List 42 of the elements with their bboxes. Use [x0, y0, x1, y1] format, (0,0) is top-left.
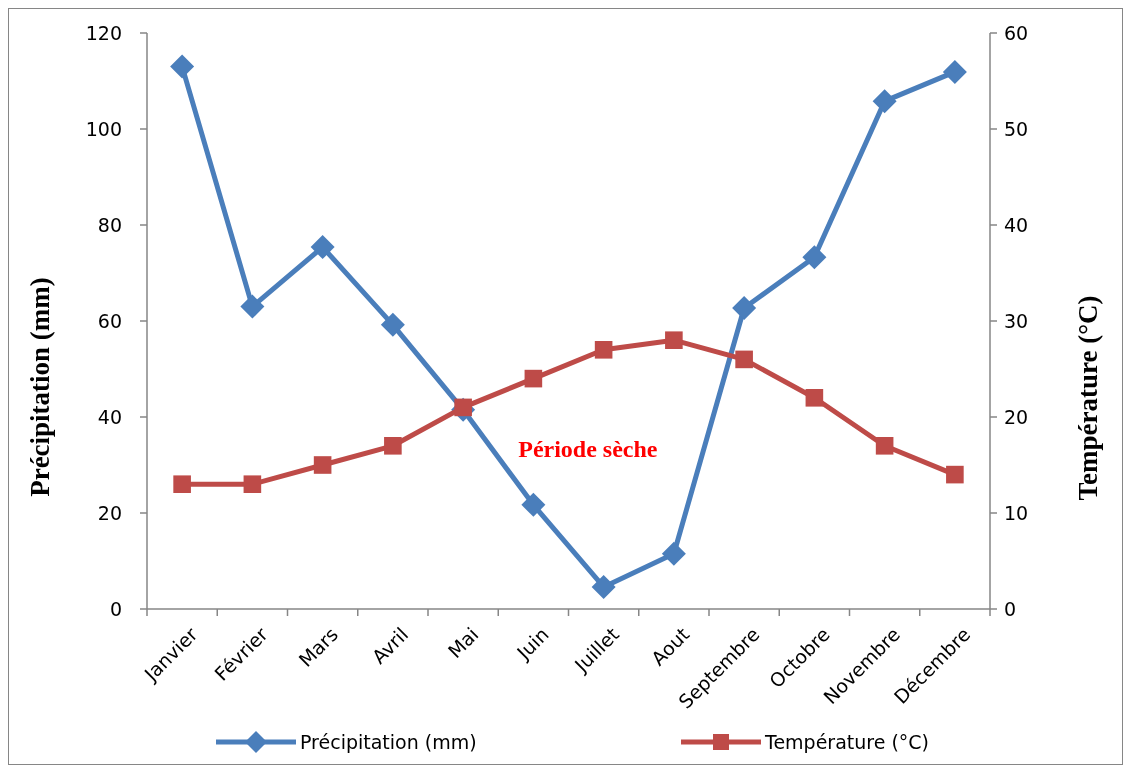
- y-tick-label: 60: [97, 309, 122, 332]
- point: [170, 54, 195, 79]
- point: [872, 89, 897, 114]
- y-tick-label: 40: [97, 405, 122, 428]
- y2-tick-label: 40: [1004, 213, 1029, 236]
- y-tick-label: 100: [85, 117, 122, 140]
- point: [946, 465, 964, 484]
- point: [173, 475, 191, 493]
- point: [313, 456, 332, 474]
- y-tick-label: 80: [97, 213, 122, 236]
- point: [240, 294, 265, 319]
- y-tick-label: 20: [97, 501, 122, 524]
- y2-tick-label: 0: [1004, 597, 1017, 620]
- annotation: Période sèche: [518, 435, 658, 462]
- y-tick-label: 0: [109, 597, 122, 620]
- point: [380, 312, 405, 337]
- legend-label: Température (°C): [764, 730, 929, 753]
- point: [732, 296, 757, 321]
- point: [735, 350, 753, 369]
- x-tick-label: Mai: [443, 622, 483, 663]
- y2-axis-title: Température (°C): [1073, 295, 1104, 501]
- y-axis-title: Précipitation (mm): [25, 277, 56, 497]
- point: [521, 492, 546, 517]
- point: [802, 245, 827, 270]
- y2-tick-label: 60: [1004, 21, 1029, 44]
- y2-tick-label: 30: [1004, 309, 1029, 332]
- point: [665, 331, 683, 349]
- point: [243, 475, 262, 493]
- point: [594, 341, 613, 359]
- point: [875, 437, 894, 455]
- y2-tick-label: 10: [1004, 501, 1029, 524]
- point: [805, 389, 824, 407]
- y2-tick-label: 50: [1004, 117, 1029, 140]
- point: [524, 369, 543, 388]
- y-tick-label: 120: [85, 21, 122, 44]
- point: [384, 437, 402, 455]
- legend-label: Précipitation (mm): [300, 730, 477, 753]
- point: [942, 59, 967, 84]
- point: [591, 574, 616, 599]
- y2-tick-label: 20: [1004, 405, 1029, 428]
- point: [310, 235, 335, 260]
- point: [661, 541, 686, 566]
